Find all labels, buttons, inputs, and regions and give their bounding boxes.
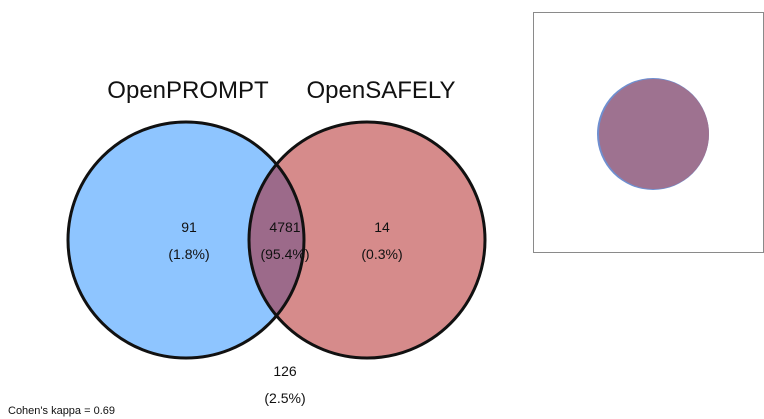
cohens-kappa-label: Cohen's kappa = 0.69 bbox=[8, 405, 115, 417]
set-label-openprompt: OpenPROMPT bbox=[107, 77, 269, 104]
set-label-opensafely: OpenSAFELY bbox=[307, 77, 456, 104]
openprompt-only-count: 91 bbox=[181, 219, 197, 235]
neither-count: 126 bbox=[273, 363, 297, 379]
opensafely-circle-outline bbox=[247, 120, 487, 360]
inset-circle bbox=[599, 79, 709, 189]
opensafely-only-count: 14 bbox=[374, 219, 390, 235]
neither-percent: (2.5%) bbox=[264, 390, 305, 406]
both-count: 4781 bbox=[269, 219, 300, 235]
openprompt-circle-outline bbox=[66, 120, 306, 360]
both-percent: (95.4%) bbox=[260, 246, 309, 262]
opensafely-only-percent: (0.3%) bbox=[361, 246, 402, 262]
openprompt-only-percent: (1.8%) bbox=[168, 246, 209, 262]
opensafely-circle bbox=[249, 122, 485, 358]
openprompt-circle bbox=[68, 122, 304, 358]
